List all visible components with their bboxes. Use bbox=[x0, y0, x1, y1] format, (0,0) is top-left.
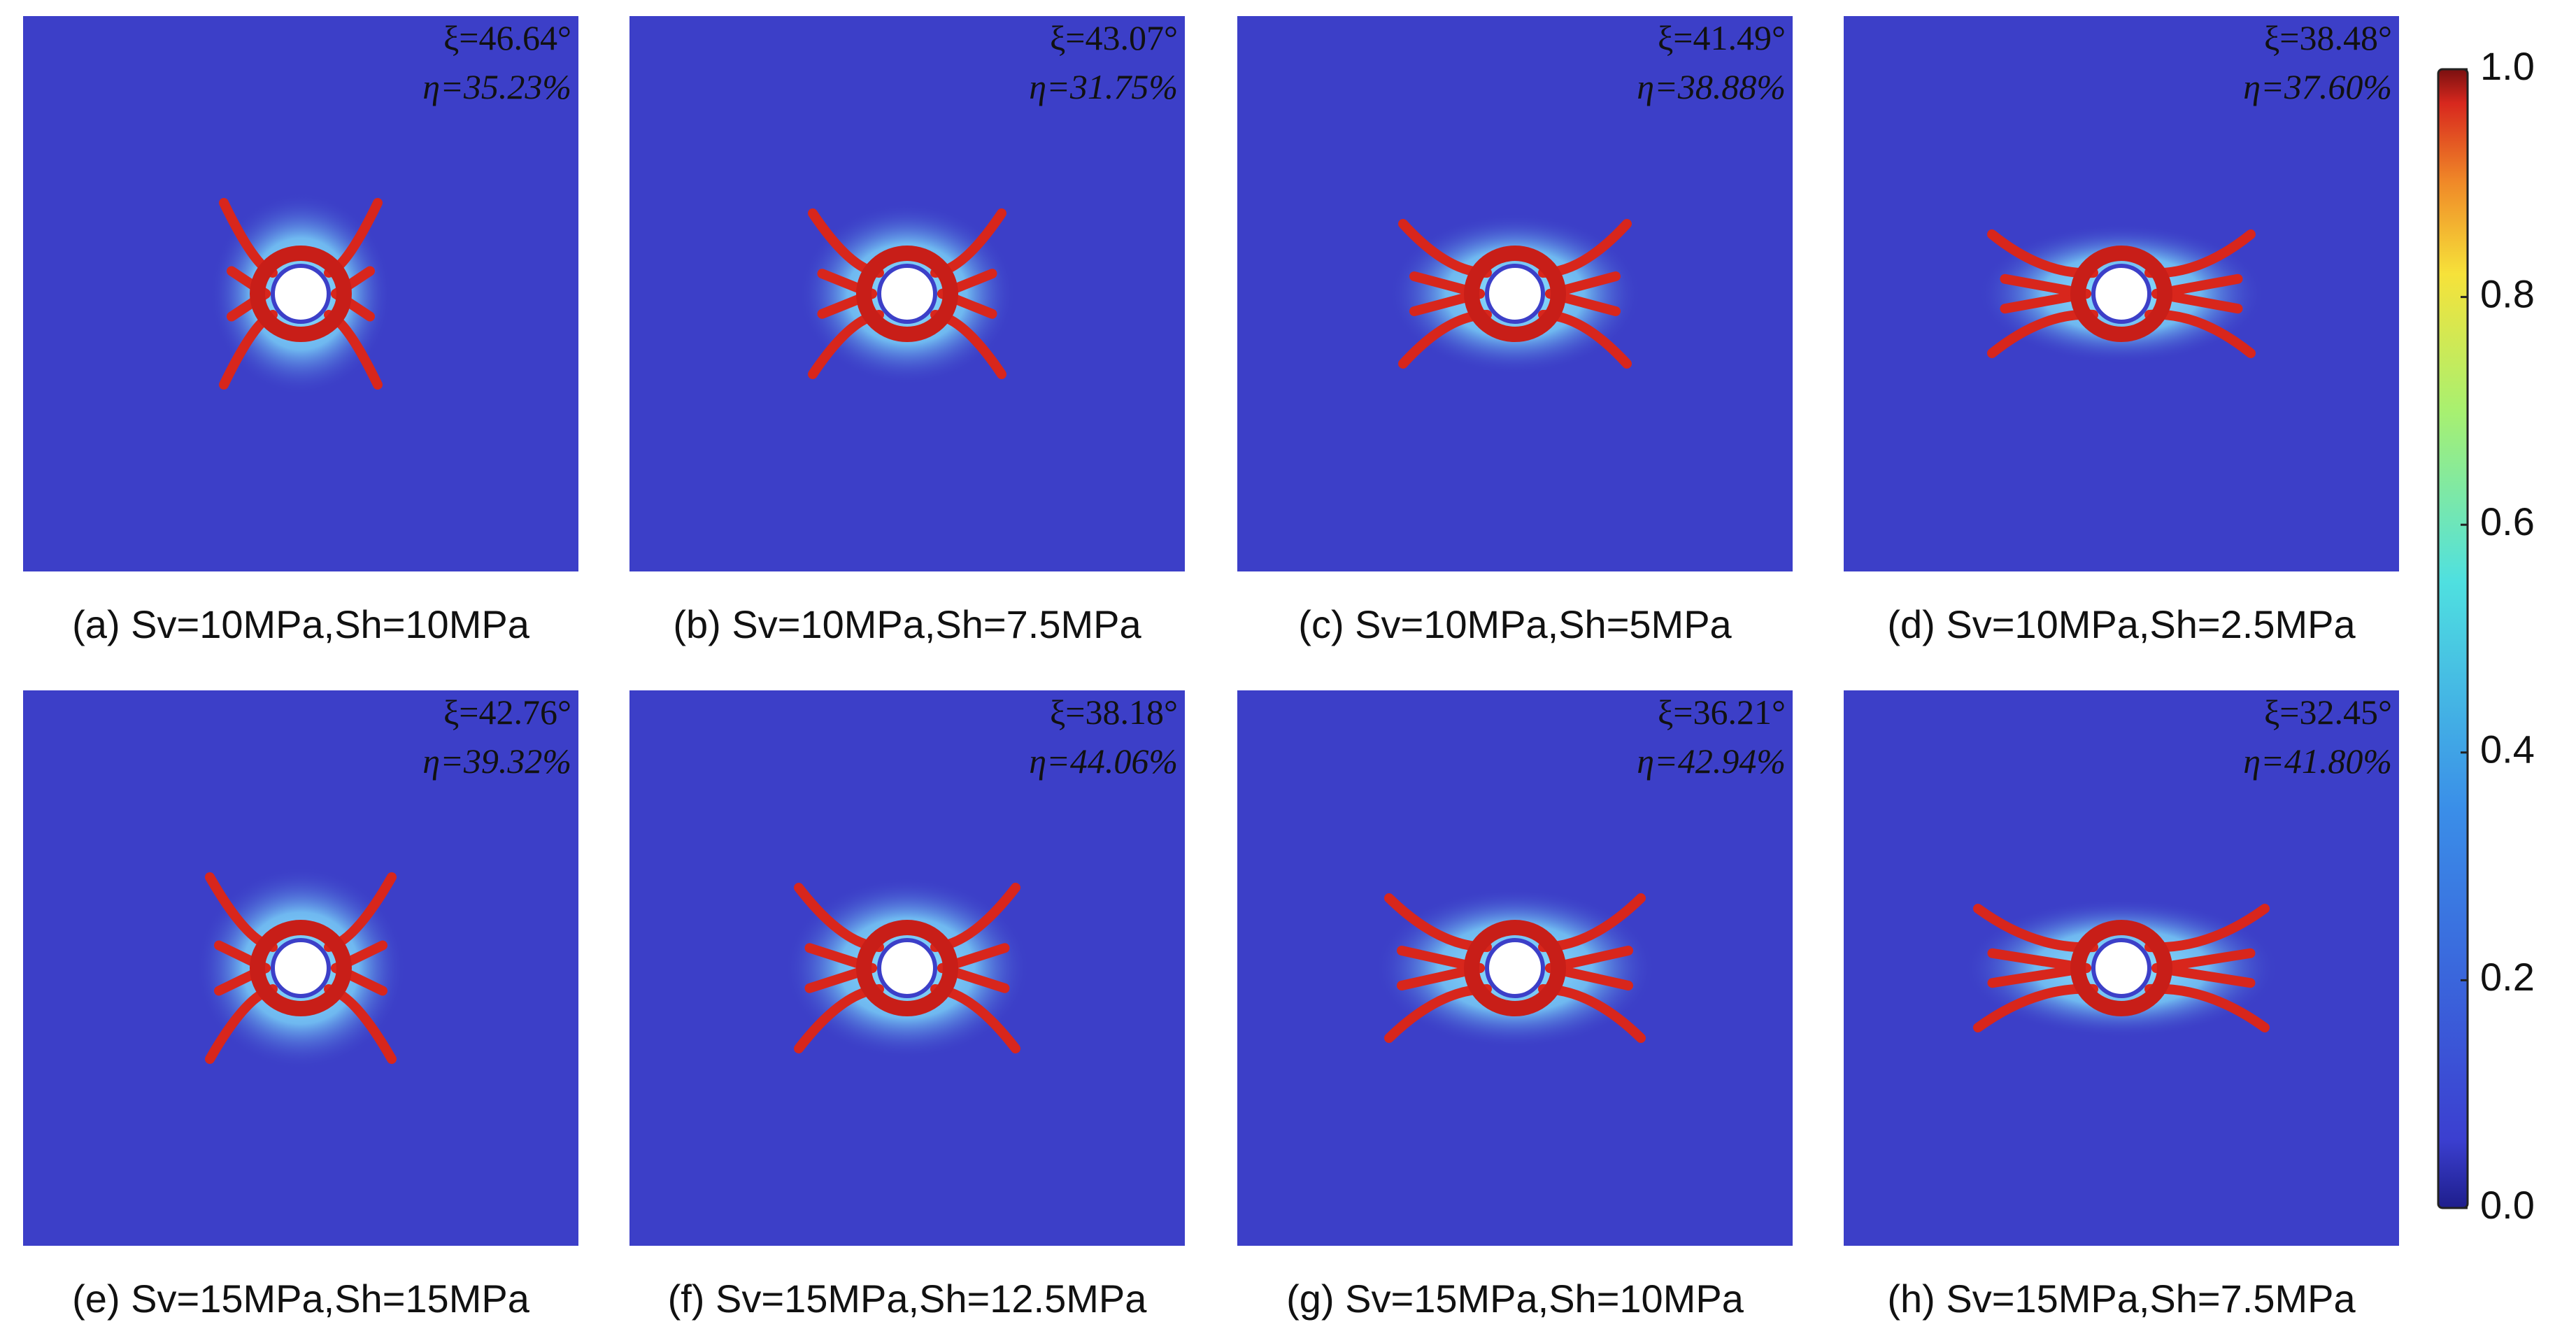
panel: ξ=41.49° η=38.88% bbox=[1237, 16, 1793, 571]
eta-annotation: η=41.80% bbox=[2243, 741, 2392, 781]
damage-core bbox=[1464, 246, 1566, 342]
panel-caption: (h) Sv=15MPa,Sh=7.5MPa bbox=[1887, 1277, 2356, 1321]
borehole bbox=[1485, 264, 1545, 324]
panel-caption: (g) Sv=15MPa,Sh=10MPa bbox=[1286, 1277, 1744, 1321]
damage-core bbox=[856, 920, 958, 1016]
borehole bbox=[271, 264, 331, 324]
colorbar-tick-label: 0.2 bbox=[2480, 955, 2535, 999]
damage-core bbox=[250, 246, 352, 342]
eta-annotation: η=31.75% bbox=[1029, 67, 1178, 106]
borehole bbox=[271, 938, 331, 998]
damage-core bbox=[2070, 920, 2172, 1016]
panel-caption: (e) Sv=15MPa,Sh=15MPa bbox=[72, 1277, 530, 1321]
panel: ξ=43.07° η=31.75% bbox=[629, 16, 1185, 571]
panel: ξ=38.18° η=44.06% bbox=[629, 690, 1185, 1246]
panel-caption: (d) Sv=10MPa,Sh=2.5MPa bbox=[1887, 602, 2356, 646]
panel-caption: (f) Sv=15MPa,Sh=12.5MPa bbox=[668, 1277, 1148, 1321]
panel: ξ=38.48° η=37.60% bbox=[1844, 16, 2399, 571]
eta-annotation: η=42.94% bbox=[1637, 741, 1786, 781]
borehole bbox=[877, 938, 937, 998]
eta-annotation: η=38.88% bbox=[1637, 67, 1786, 106]
colorbar-tick-label: 0.4 bbox=[2480, 727, 2535, 772]
colorbar-tick-label: 0.8 bbox=[2480, 271, 2535, 315]
colorbar-tick-label: 1.0 bbox=[2480, 44, 2535, 88]
damage-core bbox=[856, 246, 958, 342]
xi-annotation: ξ=43.07° bbox=[1050, 18, 1178, 57]
eta-annotation: η=39.32% bbox=[422, 741, 571, 781]
panel-caption: (a) Sv=10MPa,Sh=10MPa bbox=[72, 602, 530, 646]
panel-caption: (c) Sv=10MPa,Sh=5MPa bbox=[1298, 602, 1732, 646]
xi-annotation: ξ=38.48° bbox=[2264, 18, 2392, 57]
damage-core bbox=[250, 920, 352, 1016]
panel: ξ=46.64° η=35.23% bbox=[23, 16, 578, 571]
borehole bbox=[2091, 938, 2151, 998]
colorbar-tick-label: 0.0 bbox=[2480, 1183, 2535, 1227]
borehole bbox=[1485, 938, 1545, 998]
colorbar-tick-label: 0.6 bbox=[2480, 499, 2535, 543]
panel: ξ=36.21° η=42.94% bbox=[1237, 690, 1793, 1246]
eta-annotation: η=44.06% bbox=[1029, 741, 1178, 781]
panel: ξ=32.45° η=41.80% bbox=[1844, 690, 2399, 1246]
borehole bbox=[877, 264, 937, 324]
xi-annotation: ξ=36.21° bbox=[1658, 692, 1786, 732]
eta-annotation: η=37.60% bbox=[2243, 67, 2392, 106]
xi-annotation: ξ=41.49° bbox=[1658, 18, 1786, 57]
damage-core bbox=[2070, 246, 2172, 342]
eta-annotation: η=35.23% bbox=[422, 67, 571, 106]
xi-annotation: ξ=38.18° bbox=[1050, 692, 1178, 732]
xi-annotation: ξ=46.64° bbox=[443, 18, 571, 57]
xi-annotation: ξ=32.45° bbox=[2264, 692, 2392, 732]
colorbar bbox=[2437, 68, 2469, 1209]
borehole bbox=[2091, 264, 2151, 324]
panel: ξ=42.76° η=39.32% bbox=[23, 690, 578, 1246]
xi-annotation: ξ=42.76° bbox=[443, 692, 571, 732]
damage-core bbox=[1464, 920, 1566, 1016]
panel-caption: (b) Sv=10MPa,Sh=7.5MPa bbox=[673, 602, 1141, 646]
